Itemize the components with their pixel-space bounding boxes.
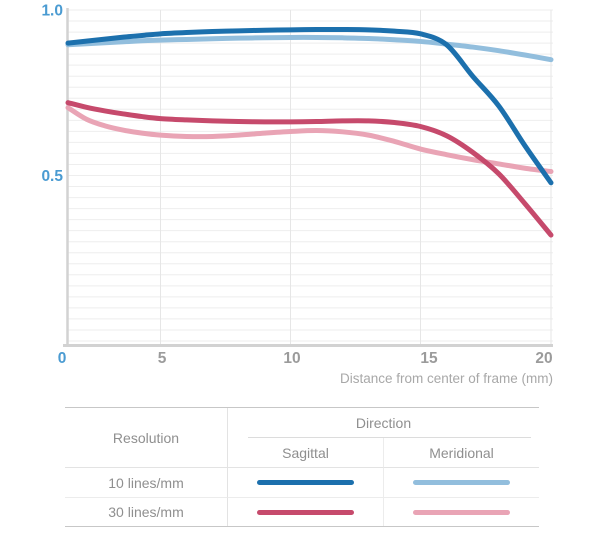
legend-direction-header: Direction [228, 408, 539, 438]
legend-swatch-cell [228, 468, 383, 498]
mtf-chart: 1.0 0.5 0 5 10 15 20 Distance from center of fr… [41, 3, 554, 386]
legend-table: Resolution Direction Sagittal Meridional… [65, 407, 539, 527]
y-tick-label: 1.0 [41, 3, 63, 20]
series-line-10-lines-mm-sagittal [65, 26, 554, 186]
x-tick-label: 15 [420, 350, 438, 367]
legend-resolution-header: Resolution [65, 408, 228, 468]
series-line-10-lines-mm-meridional [65, 34, 554, 63]
legend-direction-label: Direction [355, 415, 412, 431]
direction-underline [248, 437, 531, 438]
legend-line-30-sagittal [257, 509, 354, 515]
legend-swatch-cell [383, 498, 539, 526]
legend-swatch-cell [228, 498, 383, 526]
legend-row-label-10: 10 lines/mm [65, 468, 228, 498]
x-axis-title: Distance from center of frame (mm) [340, 371, 553, 386]
x-tick-label: 20 [535, 350, 552, 367]
series-line-30-lines-mm-sagittal [65, 100, 554, 238]
legend-swatch-cell [383, 468, 539, 498]
series-line-30-lines-mm-meridional [65, 105, 554, 175]
x-tick-label: 5 [158, 350, 167, 367]
legend-line-10-meridional [413, 480, 510, 485]
legend-row-label-30: 30 lines/mm [65, 498, 228, 526]
x-tick-label: 0 [58, 350, 67, 367]
legend-line-30-meridional [413, 509, 510, 515]
mtf-chart-canvas: 1.0 0.5 0 5 10 15 20 Distance from center of fr… [41, 3, 554, 386]
legend-line-10-sagittal [257, 480, 354, 485]
legend-sagittal-header: Sagittal [228, 438, 383, 468]
x-tick-label: 10 [283, 350, 300, 367]
legend-meridional-header: Meridional [383, 438, 539, 468]
y-tick-label: 0.5 [41, 168, 63, 185]
